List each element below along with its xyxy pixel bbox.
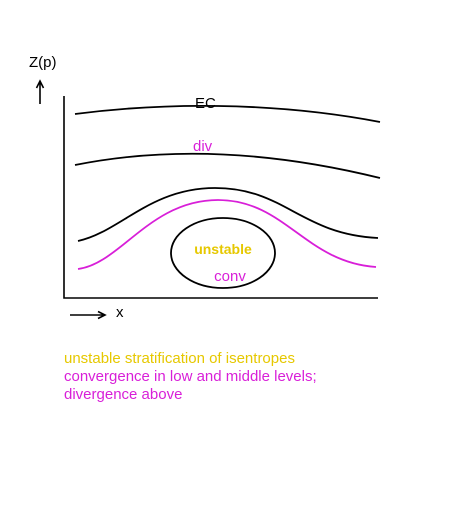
isentrope-second [74, 152, 381, 179]
label-ec: EC [195, 95, 216, 112]
label-div: div [193, 138, 213, 155]
isentrope-top [74, 104, 381, 123]
caption-stratification: unstable stratification of isentropes [64, 350, 295, 367]
y-axis-label: Z(p) [29, 54, 57, 71]
x-axis-arrow-icon [70, 310, 107, 320]
isentrope-bulge-black [77, 187, 379, 242]
label-unstable: unstable [194, 241, 252, 257]
y-axis-arrow-icon [35, 79, 45, 104]
x-axis-label: x [116, 304, 124, 321]
unstable-convergence-ellipse [170, 217, 276, 289]
axis-frame [63, 96, 378, 299]
isentrope-bulge-magenta [77, 199, 377, 270]
caption-divergence: divergence above [64, 386, 183, 403]
label-conv: conv [214, 268, 246, 285]
caption-convergence: convergence in low and middle levels; [64, 368, 317, 385]
